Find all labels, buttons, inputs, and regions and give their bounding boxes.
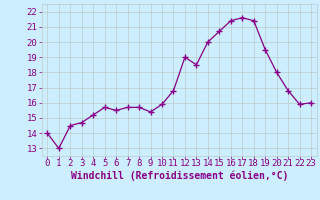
X-axis label: Windchill (Refroidissement éolien,°C): Windchill (Refroidissement éolien,°C) [70, 171, 288, 181]
